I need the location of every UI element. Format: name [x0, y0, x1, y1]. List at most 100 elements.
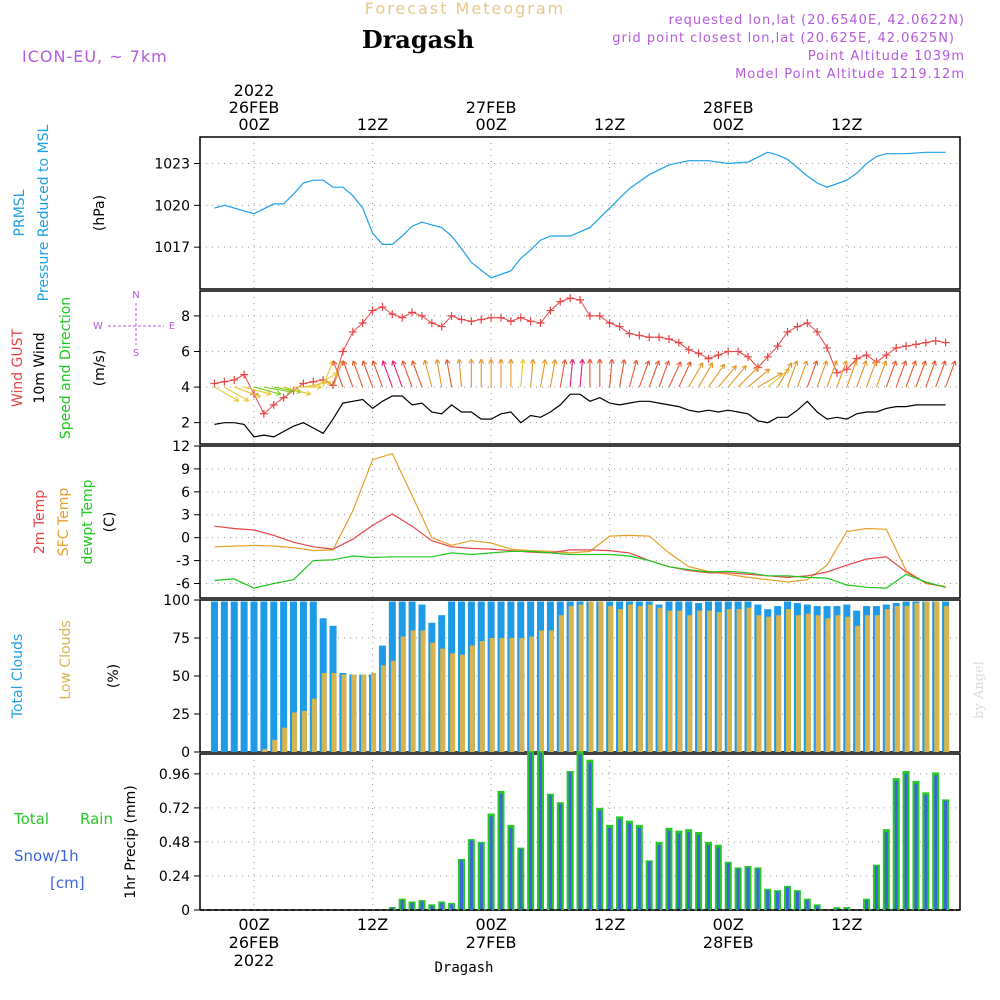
- low-cloud-bar: [618, 609, 624, 752]
- gust-marker: [210, 379, 219, 388]
- temp-label-3: dewpt Temp: [80, 479, 96, 564]
- pressure-label-2: Pressure Reduced to MSL: [36, 124, 52, 301]
- top-time-label: 26FEB: [229, 98, 280, 117]
- pressure-panel: 1017 1020 1023: [154, 136, 961, 290]
- wind-arrow: [935, 360, 947, 388]
- temp-unit: (C): [102, 512, 118, 533]
- gust-marker: [783, 327, 792, 336]
- gust-marker: [329, 381, 338, 390]
- top-time-label: 00Z: [475, 115, 506, 134]
- wind-label-2: 10m Wind: [32, 332, 48, 403]
- precip-snow-bar: [835, 908, 839, 910]
- precip-snow-bar: [440, 902, 444, 910]
- bottom-time-label: 00Z: [475, 915, 506, 934]
- wind-arrow: [658, 360, 670, 388]
- low-cloud-bar: [489, 638, 495, 752]
- y-tick-label: 25: [172, 707, 190, 723]
- low-cloud-bar: [578, 604, 584, 752]
- low-cloud-bar: [568, 606, 574, 752]
- low-cloud-bar: [677, 610, 683, 752]
- gust-marker: [348, 327, 357, 336]
- total-cloud-bar: [250, 601, 258, 752]
- low-cloud-bar: [687, 615, 693, 752]
- precip-snow-bar: [736, 868, 740, 910]
- wind-arrow: [444, 359, 453, 388]
- low-cloud-bar: [262, 748, 268, 752]
- wind-arrow: [243, 386, 272, 397]
- low-cloud-bar: [627, 604, 633, 752]
- wind-arrow: [875, 360, 888, 388]
- precip-snow-bar: [598, 810, 602, 910]
- grid-point-coords: grid point closest lon,lat (20.625E, 42.…: [612, 31, 955, 46]
- gust-marker: [259, 409, 268, 418]
- low-cloud-bar: [855, 625, 861, 752]
- wind-arrow: [391, 360, 403, 388]
- wind-arrow: [549, 359, 558, 388]
- precip-snow-bar: [726, 863, 730, 910]
- wind-unit: (m/s): [92, 350, 108, 387]
- y-tick-label: 100: [163, 593, 190, 609]
- wind-arrow: [283, 386, 312, 397]
- precip-snow-bar: [716, 847, 720, 910]
- gust-marker: [585, 311, 594, 320]
- precip-label-cm: [cm]: [50, 874, 85, 892]
- precip-snow-bar: [627, 823, 631, 910]
- gust-marker: [398, 313, 407, 322]
- y-tick-label: 0: [181, 531, 190, 547]
- top-time-label: 12Z: [831, 115, 862, 134]
- low-cloud-bar: [766, 616, 772, 752]
- bottom-time-label: 27FEB: [466, 933, 517, 952]
- low-cloud-bar: [292, 712, 298, 752]
- total-cloud-bar: [230, 601, 238, 752]
- precip-snow-bar: [795, 891, 799, 910]
- wind-arrow: [434, 359, 443, 388]
- wind-arrow: [381, 360, 393, 388]
- wind-arrow: [587, 358, 593, 388]
- gust-marker: [724, 347, 733, 356]
- cloud-label-2: Low Clouds: [58, 620, 74, 699]
- wind-arrow: [519, 358, 526, 388]
- low-cloud-bar: [282, 727, 288, 752]
- low-cloud-bar: [558, 615, 564, 752]
- precip-snow-bar: [519, 849, 523, 910]
- bottom-time-label: 00Z: [713, 915, 744, 934]
- wind-arrow: [806, 360, 819, 388]
- low-cloud-bar: [371, 672, 377, 752]
- gust-marker: [595, 311, 604, 320]
- low-cloud-bar: [776, 615, 782, 752]
- wind-arrow: [856, 360, 868, 388]
- gust-marker: [763, 352, 772, 361]
- low-cloud-bar: [380, 665, 386, 752]
- precip-snow-bar: [608, 827, 612, 910]
- wind-arrow: [488, 358, 494, 388]
- y-tick-label: 0.72: [159, 801, 190, 817]
- wind-arrow: [559, 359, 568, 388]
- total-cloud-bar: [210, 601, 218, 752]
- gust-marker: [437, 322, 446, 331]
- y-tick-label: 8: [181, 309, 190, 325]
- cloud-label-1: Total Clouds: [10, 634, 26, 719]
- requested-coords: requested lon,lat (20.6540E, 42.0622N): [669, 13, 965, 28]
- model-label: ICON-EU, ~ 7km: [22, 47, 168, 66]
- wind-label-3: Speed and Direction: [58, 297, 74, 439]
- clouds-panel: 0 25 50 75 100: [163, 593, 961, 761]
- wind-arrow: [915, 360, 927, 388]
- precip-snow-bar: [568, 772, 572, 910]
- low-cloud-bar: [726, 609, 732, 752]
- gust-marker: [882, 351, 891, 360]
- temperature-panel: -6 -3 0 3 6 9 12: [172, 439, 961, 599]
- precip-snow-bar: [697, 834, 701, 910]
- gust-marker: [902, 342, 911, 351]
- low-cloud-bar: [894, 606, 900, 752]
- wind-arrow: [341, 360, 354, 388]
- compass-w: W: [93, 321, 103, 332]
- top-time-label: 00Z: [238, 115, 269, 134]
- precip-label-rain: Rain: [80, 810, 113, 828]
- gust-marker: [506, 317, 515, 326]
- precip-snow-bar: [746, 867, 750, 910]
- low-cloud-bar: [865, 615, 871, 752]
- total-cloud-bar: [260, 601, 268, 752]
- temp-labels: 2m Temp SFC Temp dewpt Temp (C): [32, 479, 118, 564]
- precip-snow-bar: [904, 773, 908, 910]
- cloud-labels: Total Clouds Low Clouds (%): [10, 620, 122, 719]
